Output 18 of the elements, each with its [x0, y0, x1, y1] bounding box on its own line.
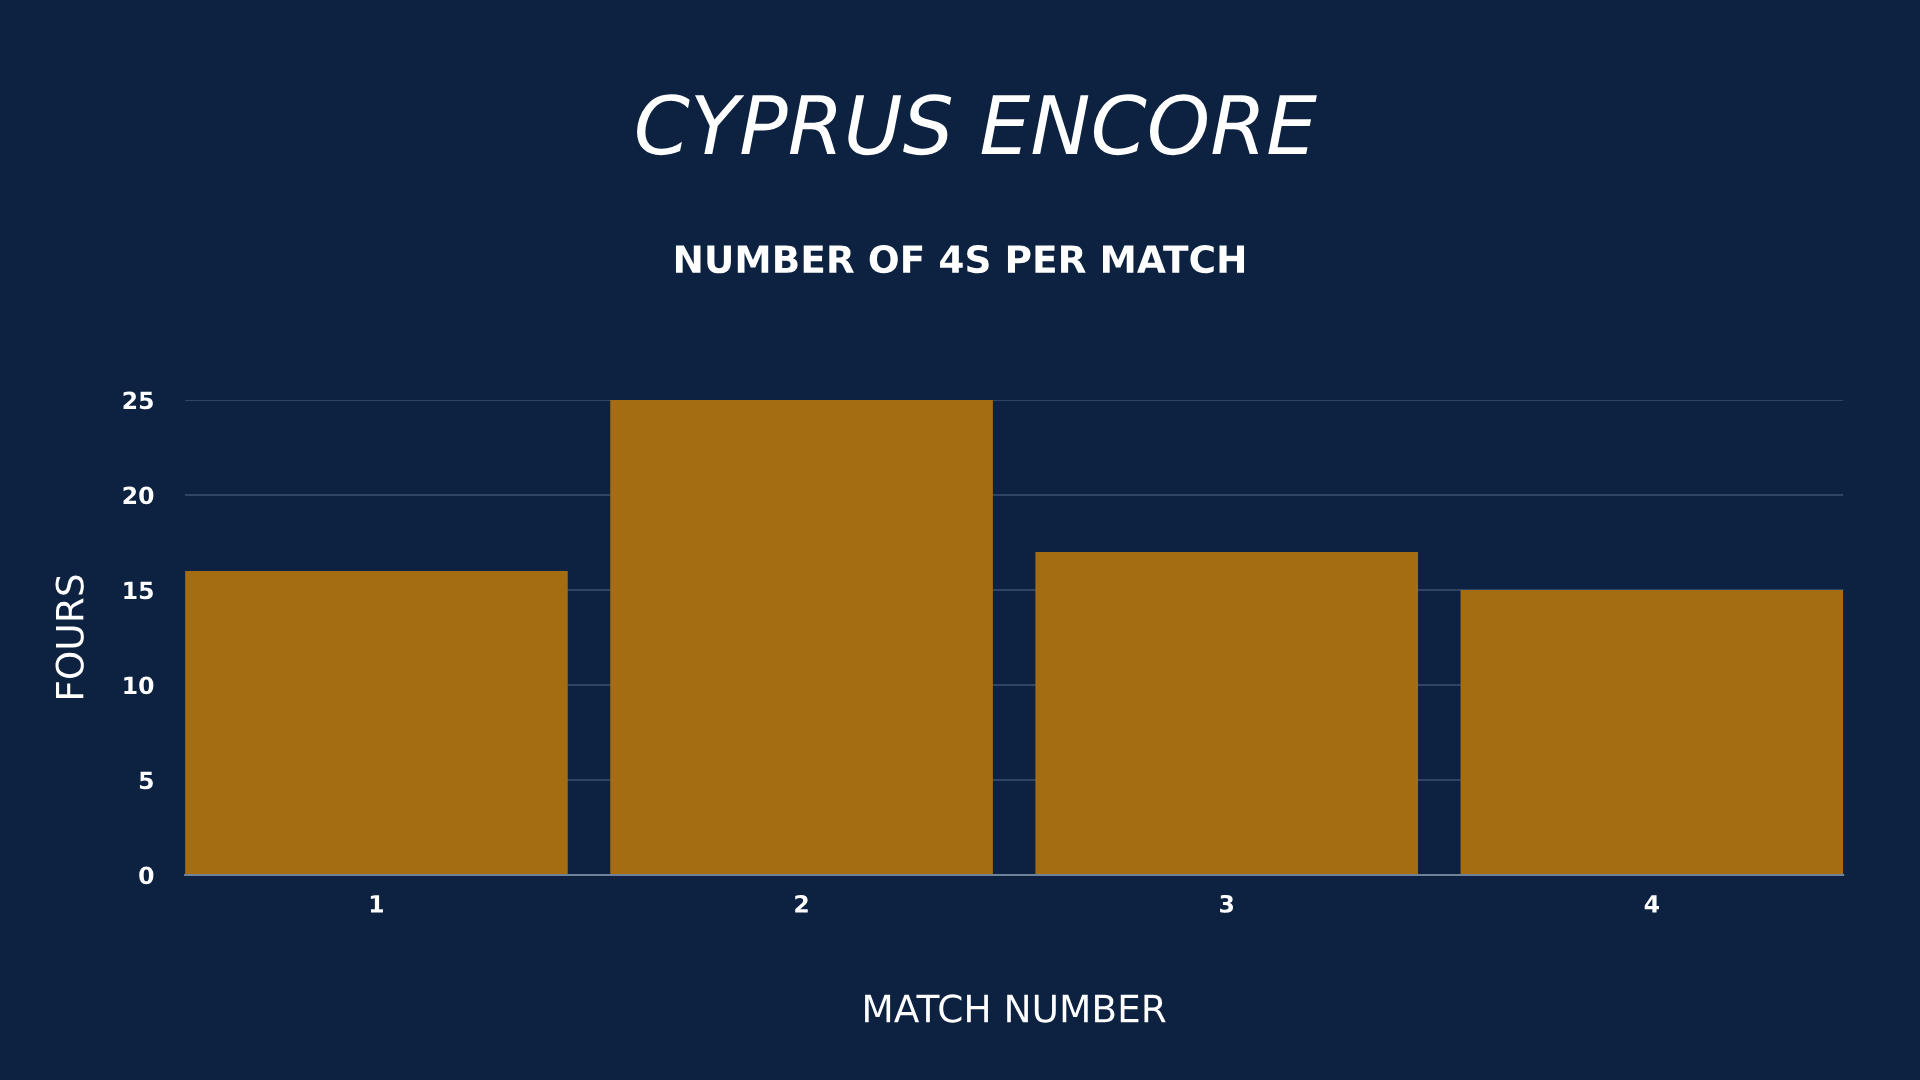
x-axis-title: MATCH NUMBER	[865, 994, 1166, 1023]
y-tick-label: 5	[139, 771, 153, 790]
bar	[610, 400, 993, 876]
bar	[1035, 552, 1419, 876]
x-tick-label: 4	[1644, 895, 1660, 913]
y-tick-label: 10	[124, 676, 154, 695]
y-tick-label: 0	[139, 866, 154, 885]
bar	[185, 571, 568, 876]
y-tick-label: 20	[123, 486, 154, 505]
y-tick-label: 15	[124, 581, 153, 600]
bar	[1460, 590, 1844, 876]
x-tick-label: 3	[1220, 894, 1234, 913]
x-tick-label: 1	[370, 895, 383, 913]
x-tick-label: 2	[795, 894, 808, 913]
y-tick-label: 25	[123, 391, 153, 410]
y-axis-title: FOURS	[55, 575, 84, 699]
chart-title: CYPRUS ENCORE	[637, 94, 1317, 156]
chart-subtitle: NUMBER OF 4S PER MATCH	[675, 244, 1245, 274]
